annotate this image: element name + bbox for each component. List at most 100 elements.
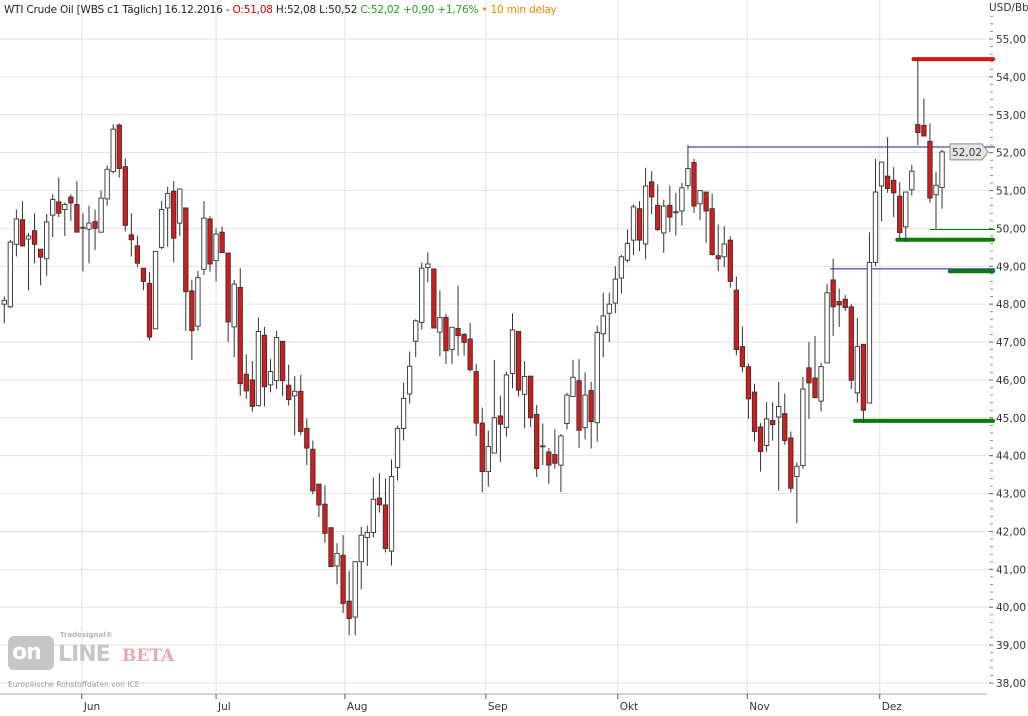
- candle-body-up: [425, 263, 431, 268]
- chart-header: WTI Crude Oil [WBS c1 Täglich] 16.12.201…: [4, 4, 557, 16]
- candle-body-up: [612, 278, 619, 304]
- candle: [661, 199, 667, 254]
- candle: [213, 228, 219, 282]
- candle: [382, 478, 389, 553]
- candle: [334, 543, 340, 585]
- candle-body-up: [794, 465, 800, 477]
- candle: [933, 171, 939, 229]
- candle-body-up: [582, 394, 588, 429]
- candle-body-up: [763, 418, 770, 446]
- candle-body-up: [407, 365, 413, 395]
- candle: [939, 149, 945, 209]
- x-tick-label-jul: Jul: [217, 701, 231, 713]
- candle-body-down: [727, 239, 733, 282]
- candle: [177, 188, 183, 236]
- candle-body-down: [467, 338, 473, 371]
- candle-body-up: [570, 376, 576, 398]
- candle-body-down: [237, 287, 243, 385]
- candle-body-down: [74, 204, 80, 233]
- candle: [830, 258, 836, 336]
- high-low-values: H:52,08 L:50,52: [272, 4, 361, 16]
- candle: [122, 158, 128, 232]
- candle: [715, 224, 721, 272]
- candle-body-down: [134, 245, 141, 264]
- candle: [854, 317, 861, 403]
- candle: [479, 407, 485, 493]
- candle: [225, 252, 231, 343]
- candle-body-up: [358, 534, 364, 563]
- candle-body-down: [739, 346, 746, 368]
- candle: [304, 418, 310, 466]
- x-tick-label-aug: Aug: [347, 701, 368, 713]
- y-tick-label: 41,00: [996, 564, 1026, 576]
- candle-body-down: [225, 252, 231, 323]
- candle: [794, 462, 800, 524]
- candle: [467, 323, 473, 372]
- candle-body-up: [818, 366, 824, 402]
- candle: [812, 335, 818, 399]
- candle-body-up: [1, 299, 7, 305]
- candle: [521, 360, 528, 429]
- candle: [370, 477, 376, 538]
- candle: [897, 182, 903, 240]
- candle-body-up: [413, 320, 419, 342]
- candle: [37, 248, 44, 286]
- logo-beta-text: BETA: [122, 646, 175, 666]
- candle: [449, 326, 455, 365]
- candle-body-down: [528, 375, 534, 419]
- candle-body-down: [836, 301, 842, 306]
- x-tick-label-nov: Nov: [749, 701, 770, 713]
- candle: [921, 98, 927, 137]
- candle: [237, 268, 243, 396]
- y-tick-label: 48,00: [996, 299, 1026, 311]
- candle-body-down: [649, 181, 655, 198]
- candle: [104, 165, 110, 206]
- candle-body-down: [534, 413, 540, 470]
- candle-body-up: [231, 283, 237, 328]
- y-tick-label: 52,00: [996, 148, 1026, 160]
- candle-body-up: [624, 243, 631, 261]
- y-tick-label: 49,00: [996, 261, 1026, 273]
- candle: [891, 167, 897, 218]
- candle: [485, 430, 491, 487]
- candle: [691, 158, 697, 213]
- candle: [824, 284, 830, 364]
- candle: [534, 404, 540, 477]
- candle: [19, 201, 26, 247]
- candle: [279, 340, 286, 396]
- candle-body-up: [13, 218, 20, 245]
- candle-body-up: [449, 326, 455, 351]
- candle: [25, 232, 32, 291]
- candle-body-up: [661, 205, 667, 234]
- candle: [346, 570, 352, 636]
- candle-body-down: [788, 437, 794, 489]
- delay-notice: • 10 min delay: [478, 4, 557, 16]
- candle: [618, 254, 625, 294]
- candle-body-down: [891, 179, 897, 194]
- candle: [437, 290, 443, 357]
- logo-line-text: LINE: [58, 642, 111, 667]
- y-tick-label: 50,00: [996, 223, 1026, 235]
- candle: [195, 270, 201, 331]
- candle-body-up: [521, 376, 528, 395]
- candle-body-down: [249, 379, 255, 407]
- candle-body-up: [25, 235, 32, 240]
- candle-body-down: [884, 175, 891, 190]
- candle: [413, 319, 419, 358]
- candle-body-up: [62, 204, 68, 210]
- candle-body-down: [116, 124, 122, 169]
- candle-body-down: [286, 384, 292, 401]
- candle: [158, 201, 165, 250]
- candle: [776, 381, 782, 491]
- candle: [425, 252, 431, 283]
- candle: [231, 279, 237, 358]
- logo-brand-small: Tradesignal®: [60, 631, 113, 639]
- candle: [552, 429, 558, 469]
- candle: [636, 201, 643, 252]
- candle-body-up: [491, 417, 497, 454]
- candle-body-down: [667, 204, 673, 218]
- candle: [915, 59, 921, 146]
- candle-body-up: [255, 330, 262, 407]
- candle-body-down: [146, 282, 153, 338]
- candle-body-down: [189, 290, 195, 332]
